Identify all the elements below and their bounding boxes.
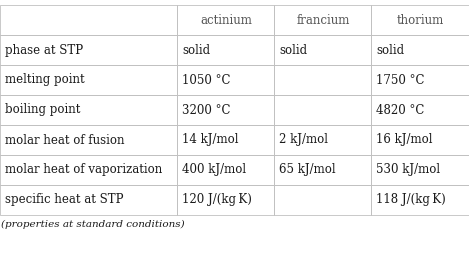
Bar [274,155,371,185]
Text: 3200 °C: 3200 °C [182,104,230,116]
Text: solid: solid [279,44,307,56]
Text: francium: francium [296,14,349,27]
Bar [274,95,371,125]
Text: actinium: actinium [200,14,252,27]
Text: 2 kJ/mol: 2 kJ/mol [279,133,328,146]
Text: specific heat at STP: specific heat at STP [5,193,123,206]
Bar [274,125,371,155]
Text: phase at STP: phase at STP [5,44,83,56]
Bar [177,95,274,125]
Bar [177,125,274,155]
Text: (properties at standard conditions): (properties at standard conditions) [1,220,185,229]
Bar [274,185,371,215]
Text: 400 kJ/mol: 400 kJ/mol [182,163,246,176]
Bar [177,185,274,215]
Text: molar heat of fusion: molar heat of fusion [5,133,124,146]
Bar [371,185,469,215]
Text: 530 kJ/mol: 530 kJ/mol [376,163,440,176]
Text: melting point: melting point [5,74,84,86]
Text: thorium: thorium [396,14,444,27]
Text: boiling point: boiling point [5,104,80,116]
Text: 1050 °C: 1050 °C [182,74,230,86]
Text: molar heat of vaporization: molar heat of vaporization [5,163,162,176]
Text: 118 J/(kg K): 118 J/(kg K) [376,193,446,206]
Bar [0,65,177,95]
Bar [274,35,371,65]
Bar [274,65,371,95]
Bar [274,5,371,35]
Text: 1750 °C: 1750 °C [376,74,424,86]
Text: 4820 °C: 4820 °C [376,104,424,116]
Text: 14 kJ/mol: 14 kJ/mol [182,133,238,146]
Bar [371,95,469,125]
Bar [0,95,177,125]
Bar [0,35,177,65]
Text: solid: solid [376,44,404,56]
Bar [0,125,177,155]
Bar [0,155,177,185]
Text: 65 kJ/mol: 65 kJ/mol [279,163,336,176]
Text: 16 kJ/mol: 16 kJ/mol [376,133,432,146]
Bar [0,5,177,35]
Text: 120 J/(kg K): 120 J/(kg K) [182,193,252,206]
Bar [177,35,274,65]
Text: solid: solid [182,44,210,56]
Bar [371,125,469,155]
Bar [177,155,274,185]
Bar [371,155,469,185]
Bar [0,185,177,215]
Bar [177,65,274,95]
Bar [371,5,469,35]
Bar [177,5,274,35]
Bar [371,35,469,65]
Bar [371,65,469,95]
